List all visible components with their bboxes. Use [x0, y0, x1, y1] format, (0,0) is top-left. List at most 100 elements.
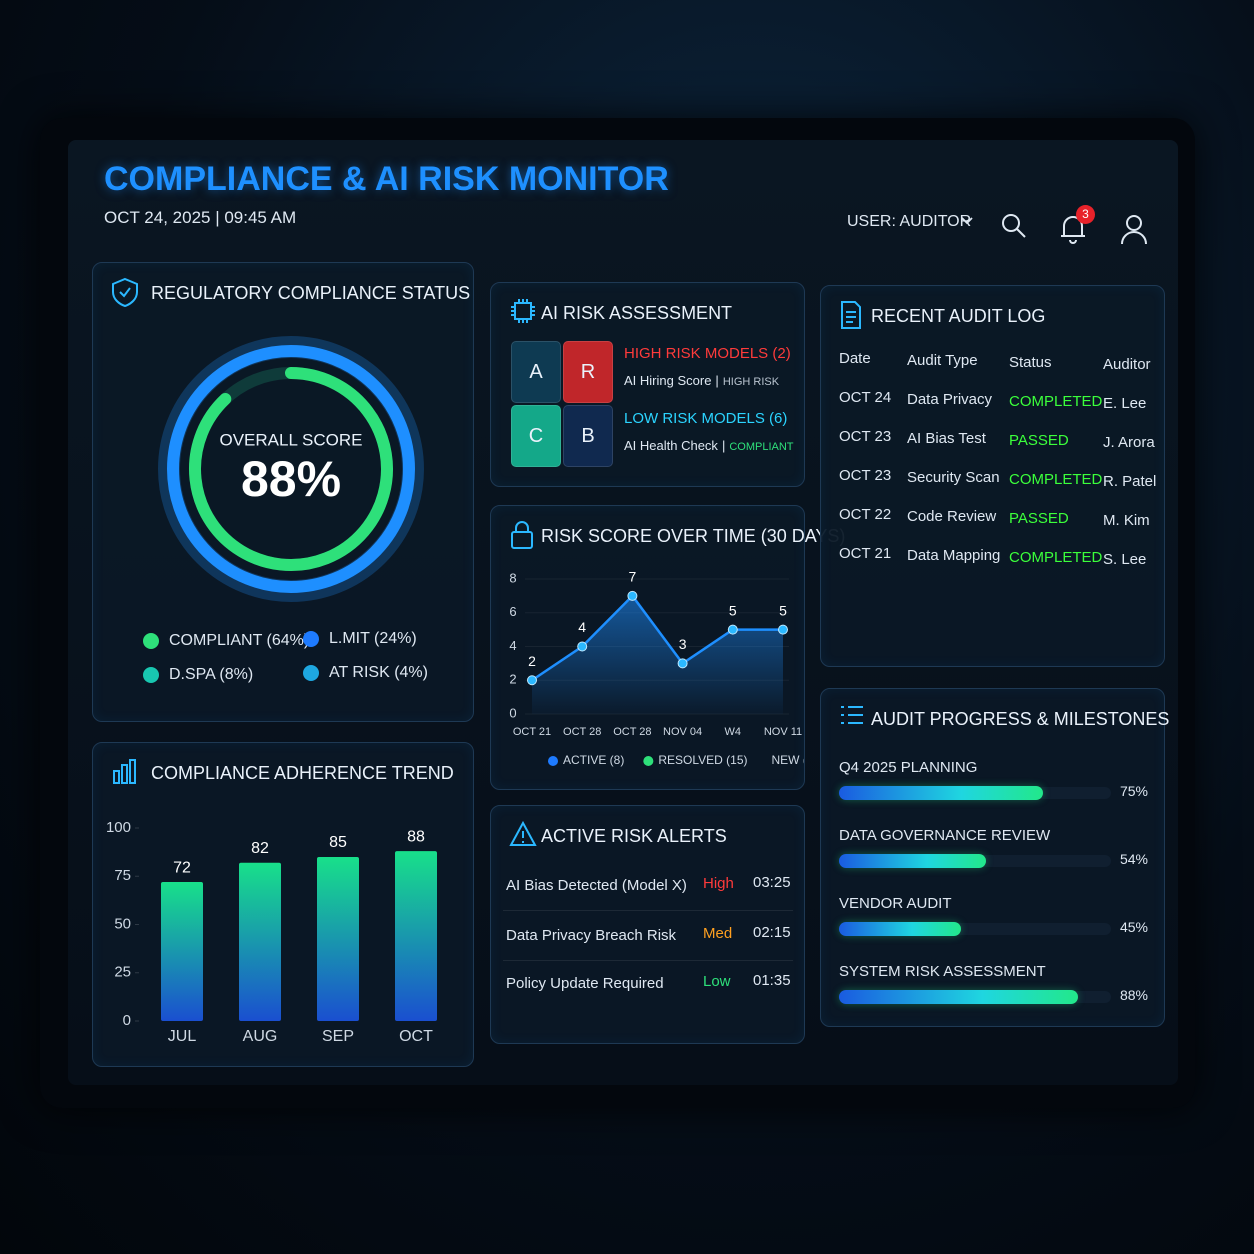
alert-time: 01:35: [753, 972, 791, 989]
legend-label: COMPLIANT (64%): [169, 632, 309, 649]
search-icon[interactable]: [1000, 212, 1028, 240]
progress-panel: AUDIT PROGRESS & MILESTONES Q4 2025 PLAN…: [820, 688, 1169, 1027]
y-tick-label: 50: [114, 915, 131, 932]
x-tick-label: OCT 28: [613, 726, 651, 738]
area: [532, 595, 783, 714]
score-caption: OVERALL SCORE: [220, 430, 363, 449]
ring-outer: [167, 345, 415, 593]
ai-risk-panel: AI RISK ASSESSMENT A R C B HIGH RISK MODELS …: [490, 282, 805, 487]
audit-cell: COMPLETED: [1009, 549, 1103, 566]
audit-log-panel: RECENT AUDIT LOG Date Audit Type Status Aud…: [820, 285, 1165, 667]
row-divider: [503, 960, 793, 961]
value-label: 82: [251, 840, 269, 857]
audit-cell: OCT 24: [839, 389, 892, 406]
compliance-status-panel: REGULATORY COMPLIANCE STATUS OVERALL SCO…: [92, 262, 474, 722]
panel-title: AUDIT PROGRESS & MILESTONES: [871, 709, 1170, 729]
bar: [161, 882, 203, 1021]
audit-cell: PASSED: [1009, 432, 1069, 449]
y-tick-label: 75: [114, 867, 131, 884]
milestone-label: Q4 2025 PLANNING: [839, 759, 978, 776]
panel-title: ACTIVE RISK ALERTS: [541, 826, 727, 846]
audit-cell: R. Patel: [1103, 473, 1157, 490]
model-status: HIGH RISK: [722, 376, 780, 388]
panel-title: RECENT AUDIT LOG: [871, 306, 1046, 326]
milestone-label: SYSTEM RISK ASSESSMENT: [839, 963, 1046, 980]
adherence-trend-panel: COMPLIANCE ADHERENCE TREND 0 25 50 75 100 72 J…: [92, 742, 474, 1067]
point: [577, 641, 588, 652]
y-tick-label: 25: [114, 964, 131, 981]
column-header: Auditor: [1103, 356, 1151, 373]
profile-icon[interactable]: [1120, 214, 1148, 246]
value-label: 7: [629, 569, 637, 585]
bell-icon[interactable]: [1058, 212, 1088, 244]
y-tick-label: 0: [123, 1012, 131, 1029]
alerts-panel: ACTIVE RISK ALERTS AI Bias Detected (Mod…: [490, 805, 805, 1044]
point: [778, 624, 788, 635]
audit-cell: OCT 23: [839, 467, 892, 484]
column-header: Date: [839, 350, 871, 367]
audit-cell: AI Bias Test: [907, 430, 986, 447]
model-status: COMPLIANT: [729, 441, 794, 453]
user-menu[interactable]: USER: AUDITOR: [847, 213, 972, 230]
audit-cell: OCT 22: [839, 506, 892, 523]
document-icon: [841, 301, 861, 329]
progress-bar: [839, 854, 986, 868]
risk-heading: HIGH RISK MODELS (2): [624, 345, 791, 362]
model-name: AI Hiring Score: [624, 373, 712, 388]
y-tick-label: 4: [509, 638, 516, 653]
chevron-icon[interactable]: [960, 216, 974, 226]
x-tick-label: SEP: [322, 1028, 354, 1045]
model-name: AI Health Check: [624, 438, 718, 453]
row-divider: [503, 910, 793, 911]
point: [527, 675, 537, 686]
legend-label: L.MIT (24%): [329, 630, 417, 647]
x-tick-label: NOV 11: [764, 726, 802, 738]
panel-title: AI RISK ASSESSMENT: [541, 303, 733, 323]
point: [727, 624, 738, 635]
audit-cell: M. Kim: [1103, 512, 1150, 529]
alert-level: Low: [703, 973, 731, 990]
progress-value: 75%: [1119, 783, 1148, 799]
legend-dot: [643, 756, 654, 766]
audit-cell: E. Lee: [1103, 395, 1147, 412]
value-label: 88: [407, 828, 425, 845]
alert-text: AI Bias Detected (Model X): [506, 877, 687, 894]
separator: |: [721, 438, 726, 453]
value-label: 2: [528, 653, 536, 669]
x-tick-label: JUL: [168, 1028, 197, 1045]
point: [677, 658, 688, 669]
list-icon: [841, 706, 863, 724]
chart-svg: 0 25 50 75 100 72 JUL 82 AUG 85 SEP 88 OCT: [106, 819, 437, 1045]
model-tile: C: [511, 405, 561, 467]
panel-title: COMPLIANCE ADHERENCE TREND: [151, 763, 454, 783]
value-label: 5: [779, 602, 787, 618]
y-tick-label: 0: [509, 705, 516, 720]
score-arc: [189, 367, 393, 571]
y-tick-label: 8: [509, 570, 516, 585]
legend-dot: [303, 631, 319, 647]
point: [627, 590, 638, 601]
y-tick-label: 100: [106, 819, 131, 836]
risk-model-line: AI Hiring Score | HIGH RISK: [624, 373, 779, 388]
chip-icon: [511, 299, 535, 323]
value-label: 3: [679, 636, 687, 652]
x-tick-label: W4: [725, 726, 742, 738]
audit-cell: J. Arora: [1103, 434, 1155, 451]
audit-cell: OCT 21: [839, 545, 892, 562]
score-value: 88%: [241, 451, 341, 507]
value-label: 4: [578, 619, 586, 635]
legend-label: AT RISK (4%): [329, 664, 428, 681]
x-tick-label: OCT 28: [563, 726, 601, 738]
audit-cell: Security Scan: [907, 469, 1000, 486]
audit-cell: COMPLETED: [1009, 393, 1103, 410]
panel-title: RISK SCORE OVER TIME (30 DAYS): [541, 526, 846, 546]
legend-label: D.SPA (8%): [169, 666, 253, 683]
notification-badge[interactable]: 3: [1076, 205, 1095, 224]
alert-time: 03:25: [753, 874, 791, 891]
audit-cell: OCT 23: [839, 428, 892, 445]
model-tile: A: [511, 341, 561, 403]
x-tick-label: NOV 04: [663, 726, 702, 738]
progress-bar: [839, 786, 1043, 800]
